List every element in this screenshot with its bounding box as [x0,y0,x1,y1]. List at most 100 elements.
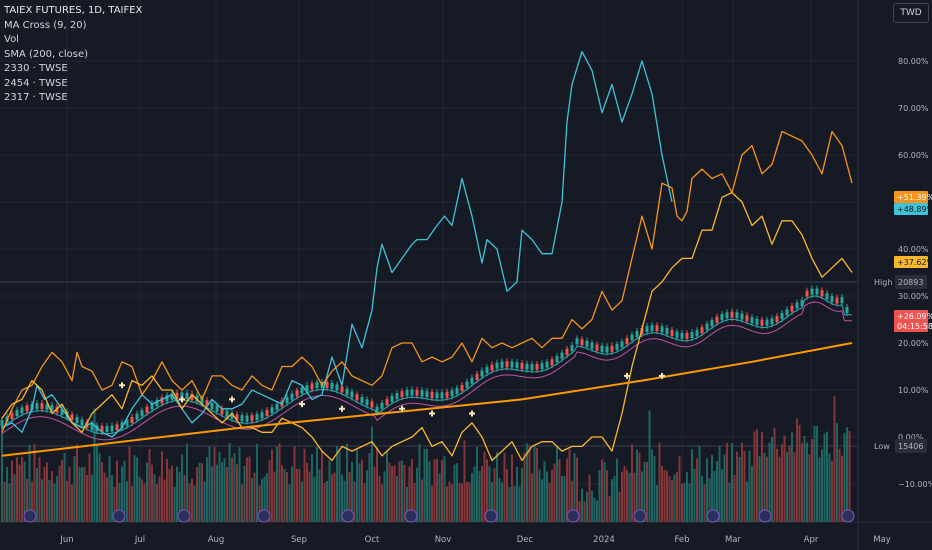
volume-bar [231,457,233,522]
y-tick-label: 30.00% [898,292,929,301]
volume-bar [441,460,443,522]
volume-bar [136,457,138,522]
volume-bar [463,440,466,522]
volume-bar [246,457,248,522]
volume-bar [716,461,718,522]
volume-bar [616,458,618,522]
event-icon [566,509,580,523]
volume-bar [531,473,533,522]
volume-bar [708,478,711,522]
legend-compare-2454[interactable]: 2454 · TWSE [4,77,68,89]
candle-body [415,389,419,396]
volume-bar [393,465,396,522]
legend-vol[interactable]: Vol [4,34,19,45]
volume-bar [351,461,353,522]
volume-bar [151,464,153,522]
volume-bar [283,468,286,522]
volume-bar [153,474,156,522]
candle-body [555,356,559,363]
currency-button[interactable]: TWD [893,3,929,23]
volume-bar [256,443,258,522]
volume-bar [843,433,846,522]
volume-bar [361,459,363,522]
candle-body [300,387,304,394]
volume-bar [56,476,58,522]
ma-cross-marker [399,405,405,412]
legend-compare-2317[interactable]: 2317 · TWSE [4,92,68,103]
volume-bar [603,462,606,522]
volume-bar [383,471,386,522]
volume-bar [51,471,53,522]
series-sma-line [1,342,853,457]
volume-bar [31,481,33,522]
volume-bar [703,484,706,522]
volume-bar [656,485,658,522]
volume-bar [446,486,448,522]
volume-bar [693,468,696,522]
volume-bar [453,464,456,522]
volume-bar [356,449,358,522]
volume-bar [438,473,441,522]
volume-bar [171,465,173,522]
candle-body [575,338,579,345]
volume-bar [6,467,8,522]
legend-sma[interactable]: SMA (200, close) [4,48,88,60]
candle-body [125,419,129,426]
volume-bar [628,472,631,522]
volume-bar [183,474,186,522]
legend-compare-2330[interactable]: 2330 · TWSE [4,63,68,74]
candle-body [545,361,549,368]
volume-bar [308,471,311,522]
volume-bar [538,469,541,522]
candle-body [765,319,769,326]
volume-bar [803,435,806,522]
value-badge [894,320,928,332]
candle-body [445,391,449,398]
candle-body [260,412,264,419]
volume-bar [641,471,643,522]
candle-body [450,390,454,397]
candle-body [0,419,4,426]
candle-body [560,352,564,359]
candle-body [595,344,599,351]
candle-body [350,391,354,398]
event-icon [633,509,647,523]
volume-bar [613,475,616,522]
candle-body [305,385,309,392]
volume-bar [718,446,721,522]
candle-body [690,332,694,339]
volume-bar [28,444,31,522]
volume-bar [793,452,796,522]
legend-symbol[interactable]: TAIEX FUTURES, 1D, TAIFEX [4,5,143,16]
marker-layer [23,372,855,523]
volume-bar [276,446,278,522]
legend-ma-cross[interactable]: MA Cross (9, 20) [4,19,87,31]
volume-bar [786,451,788,522]
volume-bar [168,468,171,522]
candle-body [725,312,729,319]
volume-bar [778,456,781,522]
candle-body [665,328,669,335]
candle-body [235,414,239,421]
volume-bar [196,467,198,522]
volume-bar [568,449,571,522]
volume-bar [138,476,141,522]
candle-body [160,397,164,404]
volume-bar [556,446,558,522]
candle-body [645,326,649,333]
volume-bar [118,482,121,522]
candle-body [550,359,554,366]
y-axis: 80.00% 70.00% 60.00% 40.00% 30.00% 20.00% 10.0… [872,57,932,489]
volume-bar [806,442,808,522]
volume-bar [233,453,236,522]
event-icon [841,509,855,523]
volume-bar [173,486,176,522]
volume-bar [343,481,346,522]
volume-bar [523,452,526,522]
volume-bar [381,484,383,522]
ma-cross-marker [339,405,345,412]
candle-body [265,409,269,416]
volume-bar [226,467,228,522]
